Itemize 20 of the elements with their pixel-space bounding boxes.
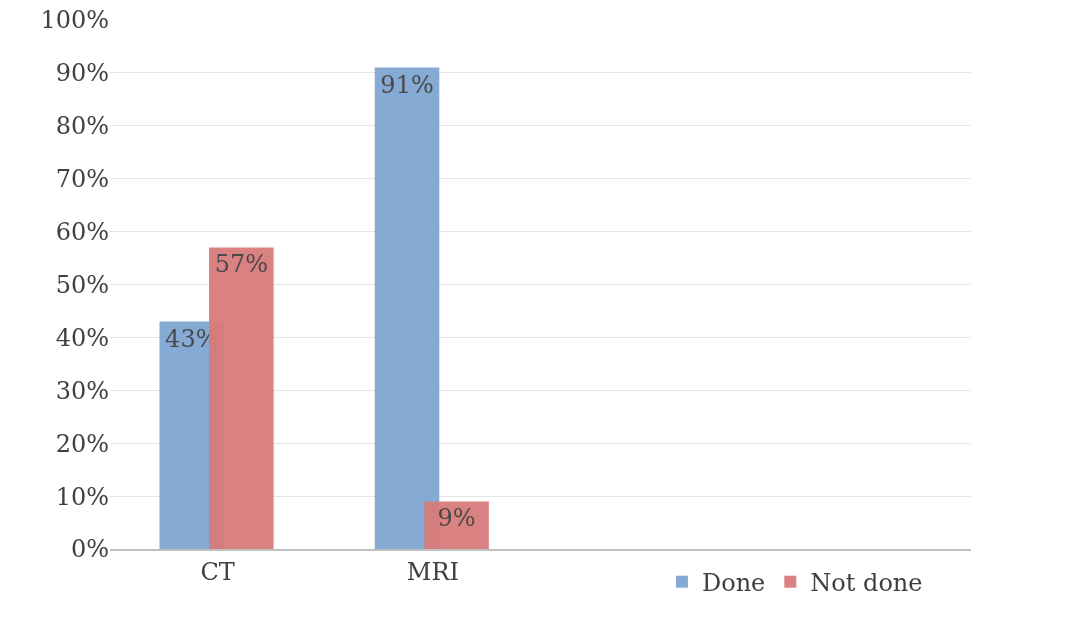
bar <box>424 501 489 549</box>
y-tick-label: 20% <box>55 429 109 458</box>
y-tick-label: 100% <box>40 6 109 35</box>
y-tick-label: 70% <box>55 165 109 194</box>
legend-label: Not done <box>810 569 923 598</box>
y-tick-label: 50% <box>55 270 109 299</box>
y-tick-label: 40% <box>55 323 109 352</box>
x-tick-label: CT <box>200 557 235 586</box>
legend-label: Done <box>701 569 766 598</box>
y-tick-label: 0% <box>70 535 109 564</box>
data-label: 9% <box>437 504 476 533</box>
y-tick-label: 90% <box>55 59 109 88</box>
y-tick-label: 80% <box>55 112 109 141</box>
y-tick-label: 10% <box>55 482 109 511</box>
data-label: 91% <box>380 70 434 99</box>
x-tick-label: MRI <box>406 557 459 586</box>
data-label: 57% <box>214 250 268 279</box>
y-tick-label: 30% <box>55 376 109 405</box>
bar <box>374 67 440 549</box>
y-tick-label: 60% <box>55 218 109 246</box>
